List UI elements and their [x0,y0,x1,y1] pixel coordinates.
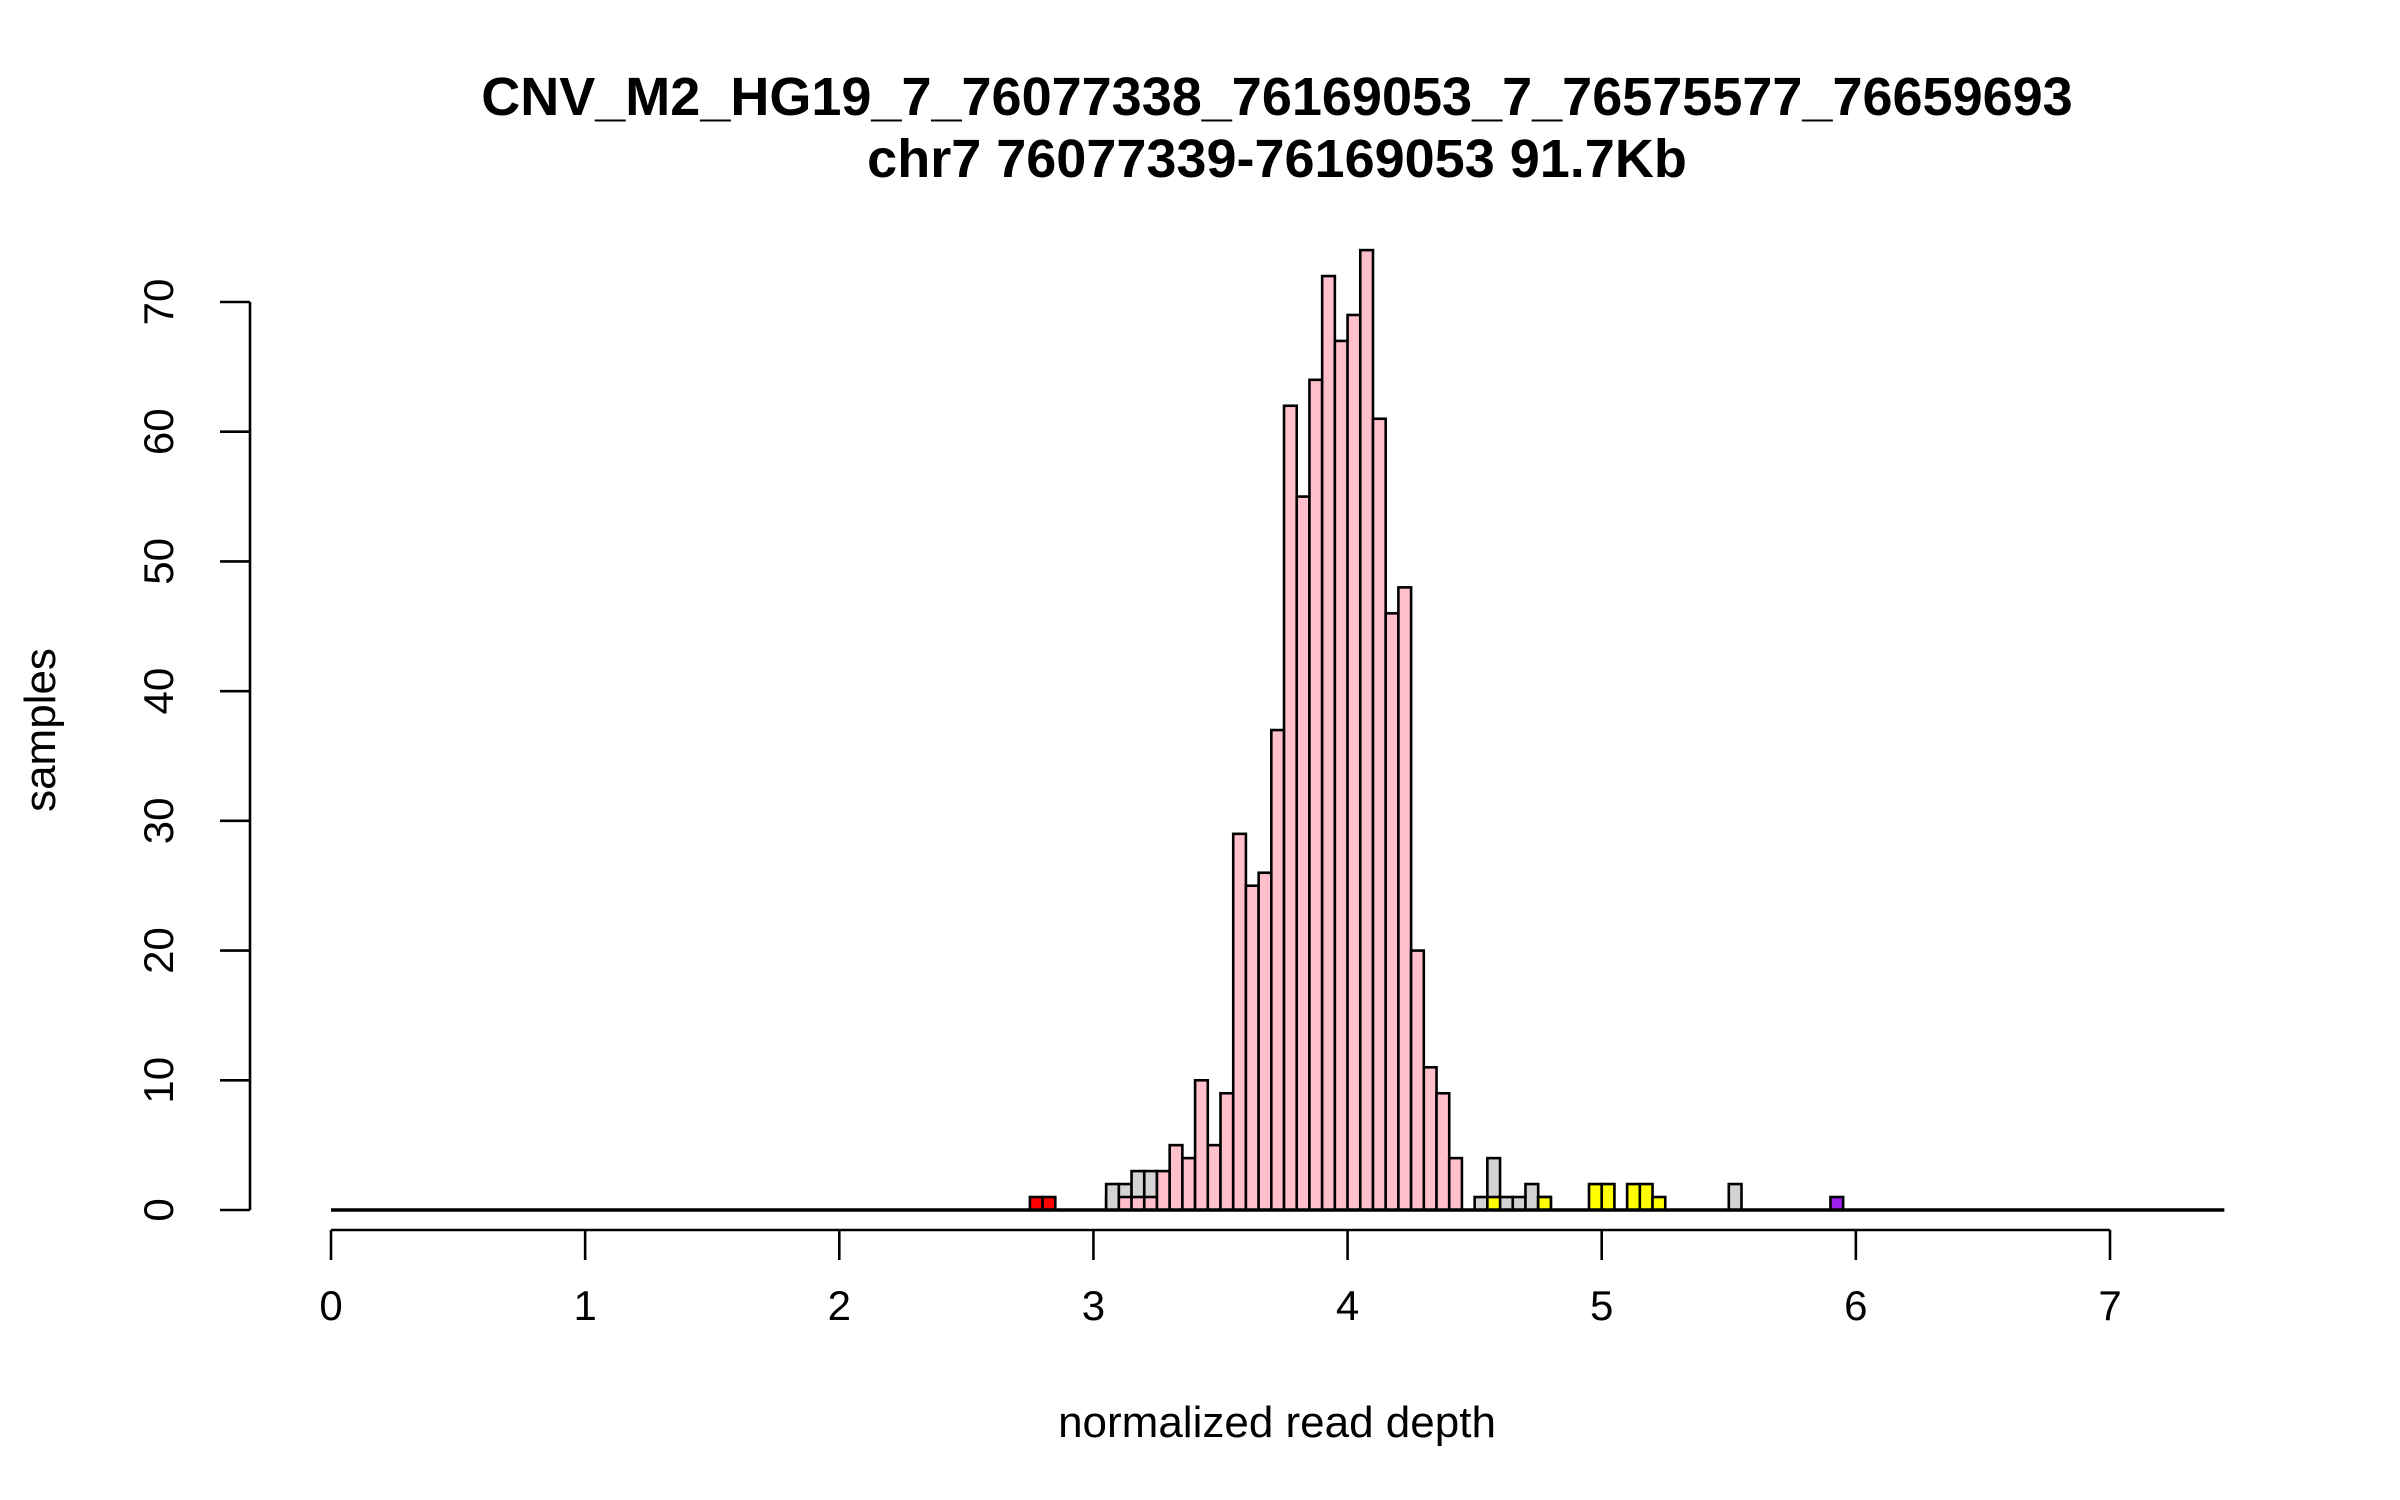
x-tick-label-6: 6 [1844,1282,1867,1329]
bar-pink-12 [1270,728,1286,1212]
x-axis: 0 1 2 3 4 5 6 7 [319,1228,2122,1329]
x-tick-label-2: 2 [828,1282,851,1329]
chart-title: CNV_M2_HG19_7_76077338_76169053_7_765755… [481,67,2072,127]
bar-pink-16 [1320,274,1337,1212]
y-tick-label-0: 0 [135,1198,182,1221]
bar-grey-6 [1498,1195,1515,1212]
bar-pink-21 [1384,612,1400,1212]
bar-yellow-5 [1638,1182,1654,1212]
bar-red-1 [1041,1195,1057,1212]
bar-pink-18 [1346,313,1362,1212]
bar-pink-2 [1142,1195,1159,1212]
y-tick-label-1: 10 [135,1057,182,1104]
bar-pink-7 [1206,1143,1222,1212]
y-tick-label-2: 20 [135,927,182,974]
x-axis-label: normalized read depth [1058,1398,1496,1447]
bar-pink-5 [1181,1156,1197,1212]
bar-pink-0 [1117,1195,1133,1212]
y-tick-label-4: 40 [135,668,182,715]
bar-pink-15 [1308,378,1324,1212]
bar-pink-17 [1333,339,1349,1212]
bar-pink-22 [1397,586,1413,1212]
x-tick-label-4: 4 [1336,1282,1359,1329]
bar-grey-8 [1524,1182,1540,1212]
bar-pink-19 [1358,248,1375,1212]
bar-pink-20 [1371,417,1387,1212]
bar-pink-24 [1422,1066,1438,1212]
bar-pink-14 [1295,495,1311,1212]
y-axis-label: samples [16,648,65,812]
bar-pink-25 [1435,1091,1451,1212]
y-tick-label-6: 60 [135,408,182,455]
bar-grey-0 [1104,1182,1121,1212]
y-tick-label-7: 70 [135,279,182,326]
x-tick-label-0: 0 [319,1282,342,1329]
bar-yellow-4 [1625,1182,1642,1212]
bar-pink-6 [1193,1078,1210,1212]
bar-red-0 [1028,1195,1044,1212]
bar-pink-9 [1231,832,1248,1212]
y-tick-label-5: 50 [135,538,182,585]
bar-pink-26 [1447,1156,1464,1212]
bar-yellow-2 [1587,1182,1604,1212]
bar-pink-13 [1282,404,1299,1212]
bar-pink-1 [1130,1195,1146,1212]
bar-pink-3 [1155,1169,1171,1212]
bar-pink-8 [1219,1091,1235,1212]
y-axis: 0 10 20 30 40 50 60 70 [135,279,252,1222]
bar-pink-10 [1244,884,1260,1212]
x-tick-label-3: 3 [1082,1282,1105,1329]
chart-subtitle: chr7 76077339-76169053 91.7Kb [867,129,1687,189]
x-tick-label-7: 7 [2098,1282,2121,1329]
bar-grey-7 [1511,1195,1527,1212]
x-tick-label-1: 1 [573,1282,596,1329]
bar-yellow-1 [1536,1195,1553,1212]
bar-grey-4 [1473,1195,1489,1212]
bar-pink-11 [1257,871,1273,1212]
bar-pink-4 [1168,1143,1184,1212]
y-tick-label-3: 30 [135,797,182,844]
bar-yellow-6 [1651,1195,1667,1212]
bar-yellow-0 [1486,1195,1502,1212]
x-tick-label-5: 5 [1590,1282,1613,1329]
bar-grey-10 [1727,1182,1743,1212]
bar-purple-0 [1829,1195,1845,1212]
bar-yellow-3 [1600,1182,1616,1212]
bars-layer [331,248,2225,1212]
bar-pink-23 [1409,949,1426,1212]
